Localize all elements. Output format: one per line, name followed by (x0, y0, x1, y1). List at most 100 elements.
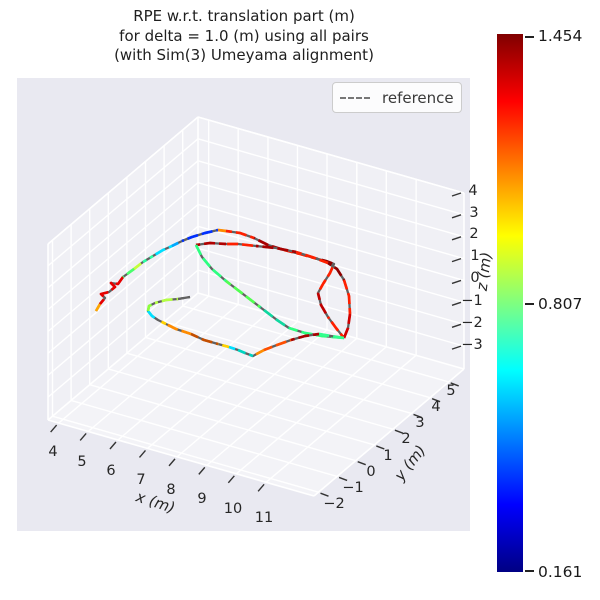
trajectory-segment (195, 241, 227, 247)
trajectory-segment (226, 242, 257, 248)
y-tick-label: −2 (323, 496, 344, 512)
grid-line-x-floor (235, 346, 387, 475)
y-tick-label: 1 (383, 448, 392, 464)
z-tick-label: −1 (461, 293, 482, 309)
grid-line-z-right (197, 269, 465, 347)
trajectory-segment (181, 228, 219, 243)
y-tick-mark (431, 398, 441, 403)
trajectory-segment (194, 244, 227, 283)
grid-line-z-left (47, 225, 199, 354)
x-tick-mark (79, 433, 87, 441)
z-tick-mark (451, 345, 462, 350)
pane-edge (197, 292, 465, 370)
reference-line-sample (340, 96, 370, 99)
trajectory-segment (342, 313, 352, 339)
x-tick-mark (138, 449, 147, 458)
trajectory-segment (225, 229, 255, 240)
z-tick-label: 4 (468, 183, 477, 199)
grid-line-z-right (197, 160, 465, 238)
trajectory-segment (263, 338, 292, 352)
z-tick-mark (451, 323, 462, 328)
reference-line-stub (177, 295, 191, 301)
trajectory-segment (146, 310, 159, 322)
x-tick-mark (198, 466, 206, 475)
z-tick-mark (451, 279, 462, 285)
x-tick-label: 7 (136, 472, 145, 488)
trajectory-segment (217, 342, 230, 349)
trajectory-segment (225, 279, 261, 309)
trajectory-segment (259, 305, 290, 330)
x-tick-mark (109, 441, 117, 450)
x-tick-label: 11 (255, 510, 273, 526)
y-tick-mark (376, 445, 385, 450)
y-tick-label: 3 (415, 415, 424, 431)
trajectory-segment (154, 297, 179, 305)
trajectory-segment (295, 250, 329, 265)
chart-title-line-2: for delta = 1.0 (m) using all pairs (119, 26, 369, 45)
chart-title-line-1: RPE w.r.t. translation part (m) (133, 7, 355, 25)
trajectory-segment (165, 322, 192, 336)
z-tick-label: 0 (470, 270, 479, 286)
trajectory-segment (326, 316, 346, 339)
x-tick-mark (257, 483, 265, 492)
y-tick-label: 2 (401, 431, 410, 447)
grid-line-x-floor (87, 303, 239, 433)
trajectory-segment (290, 332, 320, 342)
x-tick-label: 5 (77, 454, 86, 470)
y-tick-label: 0 (366, 464, 375, 480)
z-tick-mark (451, 301, 462, 306)
z-tick-label: 1 (470, 248, 479, 264)
pane-edge (47, 116, 199, 245)
trajectory-segment (327, 261, 346, 281)
chart-title-line-3: (with Sim(3) Umeyama alignment) (114, 46, 374, 64)
grid-line-y-floor (182, 305, 449, 383)
legend-label-reference: reference (382, 88, 454, 107)
x-tick-label: 8 (166, 482, 175, 498)
y-tick-mark (450, 382, 459, 387)
x-tick-label: 4 (48, 444, 57, 460)
colorbar-tick-max (525, 36, 534, 38)
grid-line-z-right (197, 203, 465, 282)
pane-edge (47, 292, 199, 421)
grid-line-x-floor (265, 354, 417, 483)
z-tick-label: −3 (461, 337, 482, 353)
y-tick-label: 5 (446, 383, 455, 399)
x-tick-label: 9 (197, 491, 206, 507)
x-tick-label: 10 (224, 501, 242, 517)
z-tick-mark (451, 257, 462, 263)
z-tick-mark (451, 214, 462, 219)
y-tick-mark (394, 429, 404, 434)
chart-title: RPE w.r.t. translation part (m) for delt… (44, 7, 444, 66)
trajectory-segment (133, 260, 144, 271)
z-tick-label: −2 (461, 315, 482, 331)
z-tick-mark (451, 192, 462, 197)
trajectory-segment (217, 228, 227, 233)
grid-line-y-floor (163, 321, 431, 399)
colorbar-jet (497, 34, 523, 572)
grid-line-y-floor (89, 384, 356, 462)
trajectory-segment (190, 332, 219, 346)
z-tick-mark (451, 236, 462, 241)
grid-line-z-right (197, 181, 465, 260)
pane-edge (47, 419, 315, 497)
y-tick-mark (413, 413, 422, 419)
x-tick-label: 6 (106, 463, 115, 479)
grid-line-z-left (47, 160, 199, 289)
trajectory-segment (342, 279, 352, 315)
grid-line-y-floor (52, 415, 319, 493)
grid-line-y-floor (108, 368, 375, 446)
grid-line-z-left (47, 247, 199, 376)
trajectory-segment (228, 345, 239, 352)
z-tick-label: 2 (469, 226, 478, 242)
grid-line-z-left (47, 182, 199, 311)
y-tick-mark (357, 461, 366, 466)
grid-line-z-left (47, 203, 199, 333)
colorbar-tick-mid (525, 303, 534, 305)
trajectory-segment (237, 348, 254, 358)
grid-line-x-floor (206, 337, 358, 466)
grid-line-x-floor (147, 320, 298, 449)
trajectory-segment (318, 332, 345, 340)
trajectory-segment (94, 303, 102, 312)
